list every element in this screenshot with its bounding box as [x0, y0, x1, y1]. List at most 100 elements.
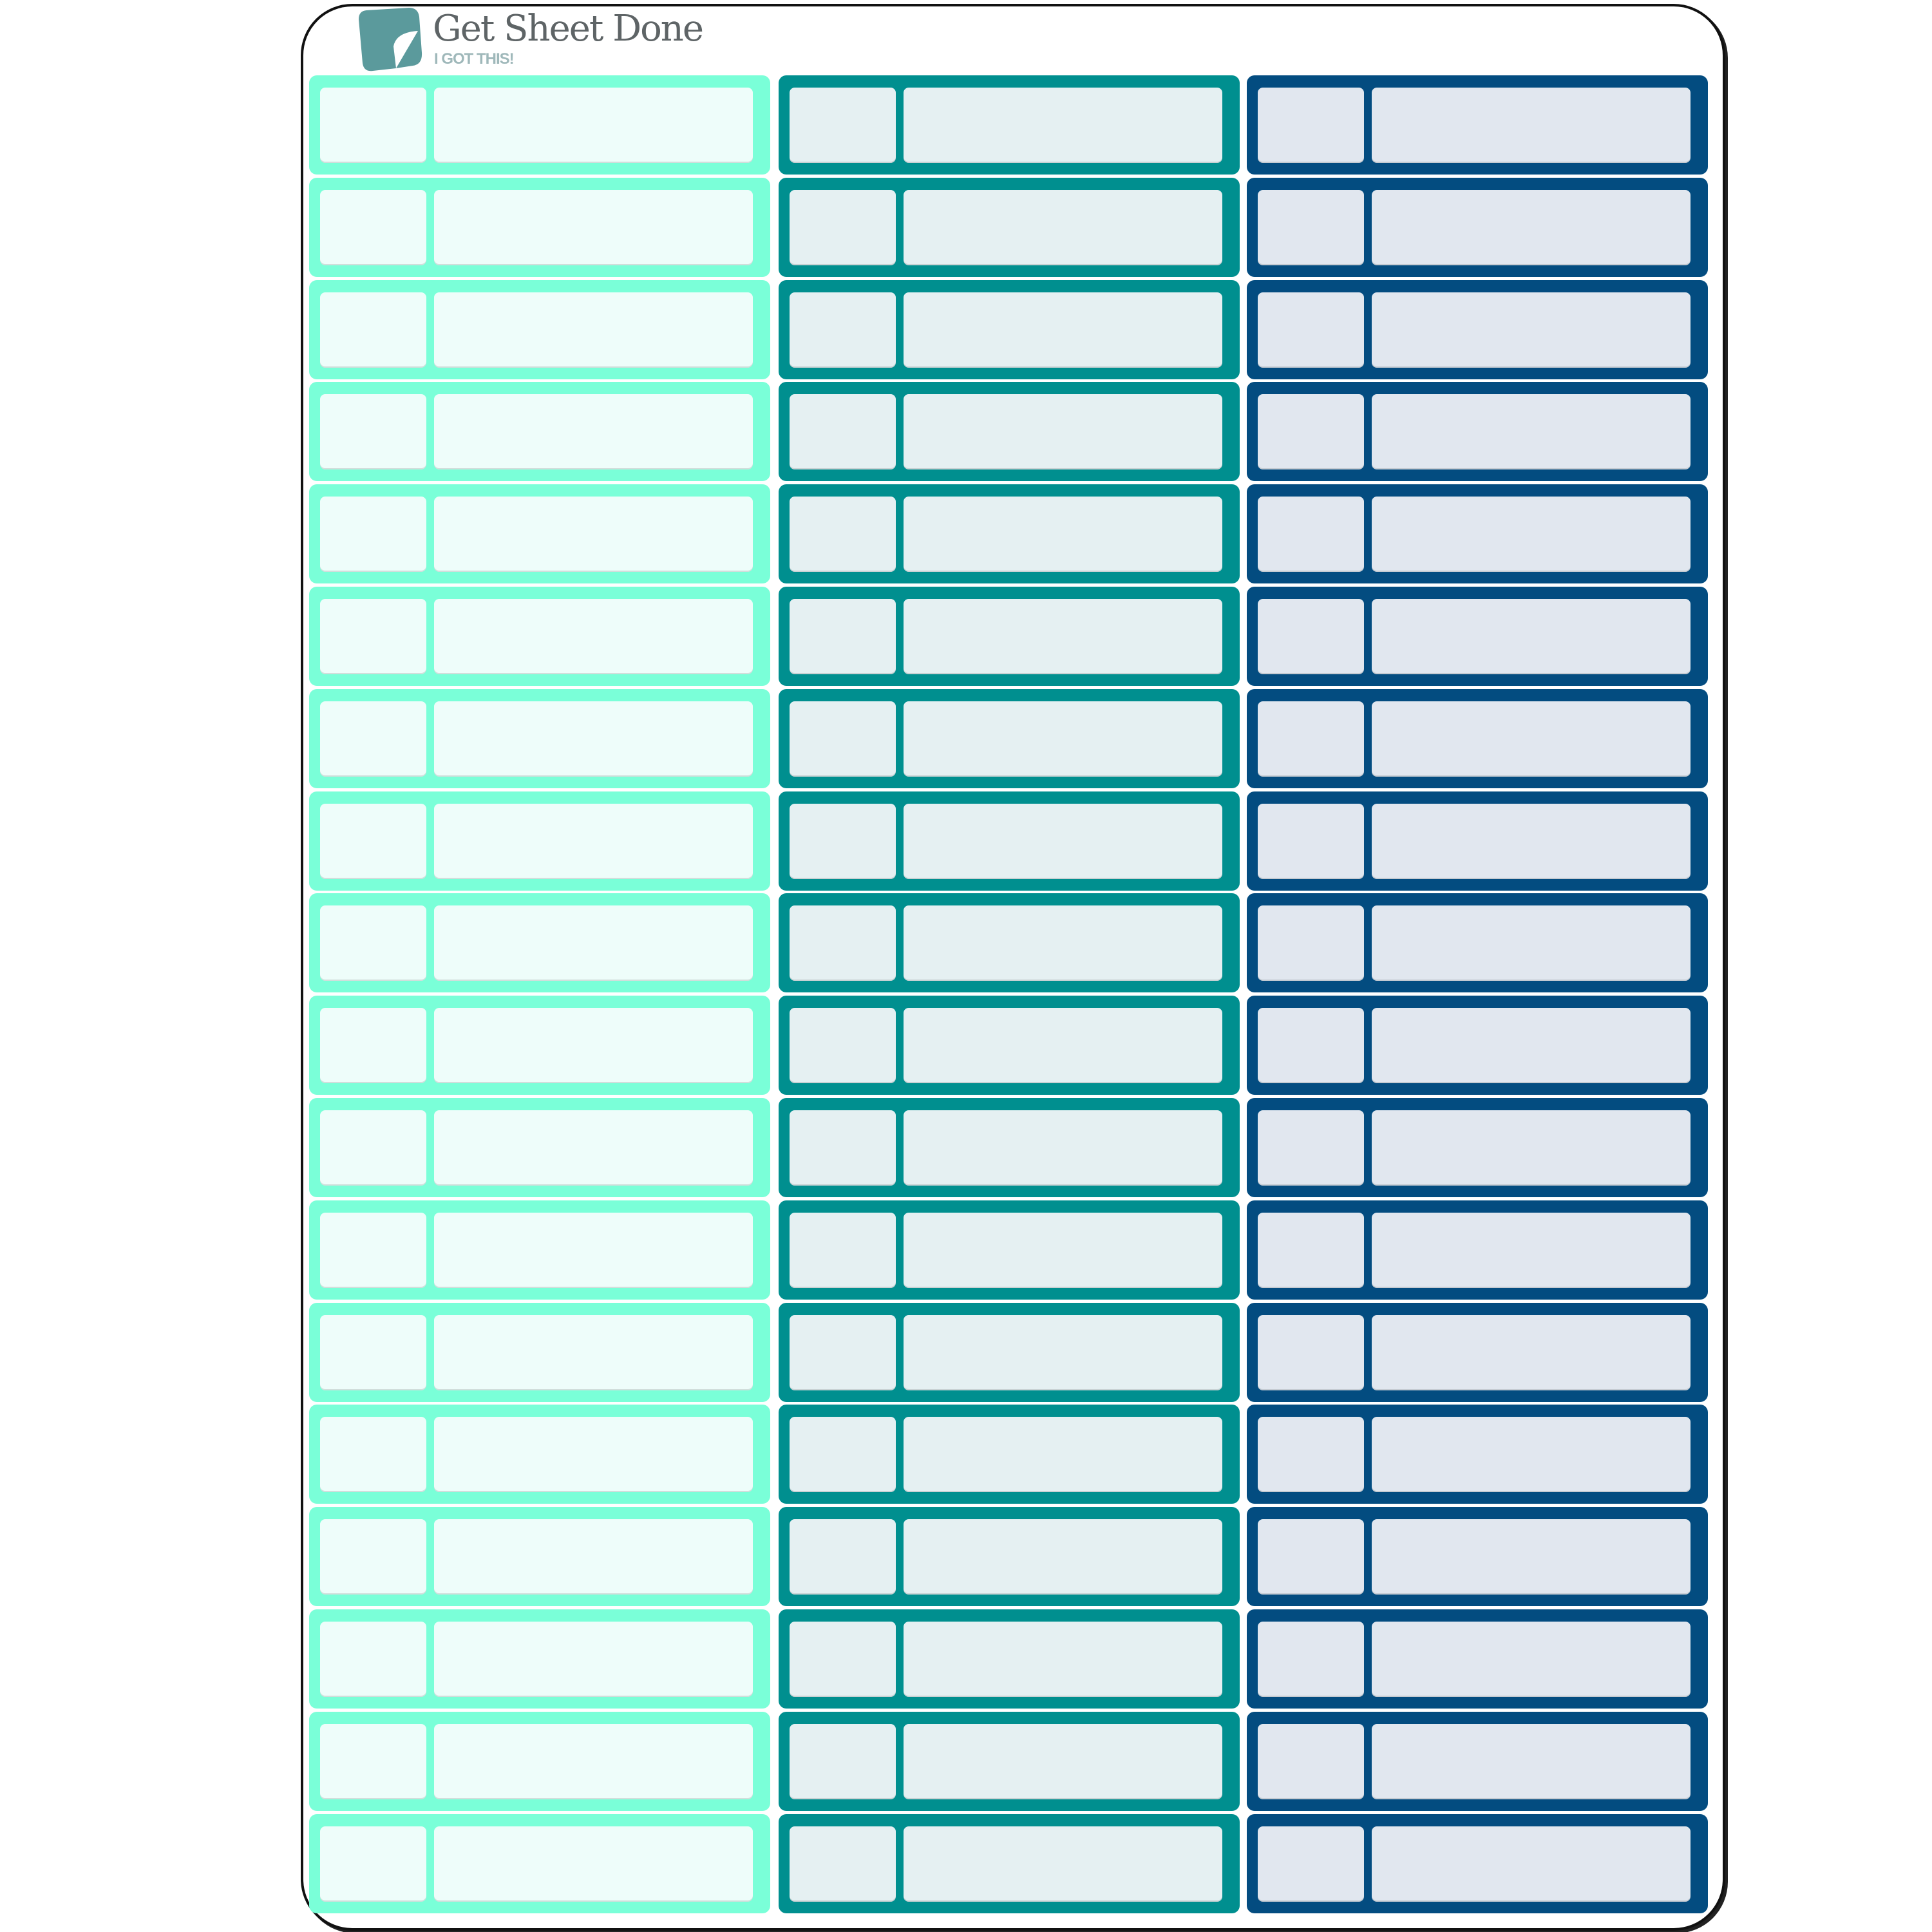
label-box-small [320, 1314, 426, 1390]
label-sticker [1247, 688, 1708, 788]
label-box-wide [904, 1826, 1222, 1902]
label-box-wide [904, 292, 1222, 368]
label-sticker [779, 279, 1240, 379]
label-sticker [779, 791, 1240, 891]
label-box-small [320, 1008, 426, 1084]
label-box-small [320, 1110, 426, 1186]
label-box-small [790, 1008, 896, 1084]
label-sticker [1247, 791, 1708, 891]
label-box-wide [1372, 1417, 1690, 1493]
label-box-small [1258, 1212, 1364, 1288]
label-column-mint [309, 75, 770, 1916]
label-box-wide [904, 1621, 1222, 1697]
label-box-small [790, 1621, 896, 1697]
label-box-small [790, 905, 896, 981]
label-sticker [779, 75, 1240, 175]
label-box-small [1258, 1110, 1364, 1186]
label-box-wide [434, 803, 753, 879]
label-box-wide [434, 1110, 753, 1186]
label-sticker [779, 177, 1240, 277]
label-box-small [320, 803, 426, 879]
label-box-small [320, 1519, 426, 1595]
label-sticker [309, 1609, 770, 1709]
label-sticker [309, 586, 770, 686]
label-box-wide [904, 1723, 1222, 1799]
label-box-wide [1372, 1723, 1690, 1799]
label-box-small [320, 598, 426, 674]
label-sticker [1247, 1711, 1708, 1811]
label-sticker [309, 484, 770, 584]
brand-tagline: I GOT THIS! [434, 50, 515, 68]
label-box-wide [1372, 803, 1690, 879]
label-box-small [1258, 394, 1364, 470]
label-box-small [1258, 598, 1364, 674]
label-box-wide [904, 88, 1222, 163]
label-box-wide [434, 1826, 753, 1902]
label-box-wide [904, 394, 1222, 470]
label-sticker [779, 688, 1240, 788]
label-sticker [779, 1711, 1240, 1811]
label-box-wide [904, 1212, 1222, 1288]
label-sticker [779, 1302, 1240, 1402]
label-sticker [779, 893, 1240, 993]
label-sticker [309, 1097, 770, 1197]
label-box-small [1258, 1314, 1364, 1390]
label-box-wide [434, 598, 753, 674]
label-box-small [790, 701, 896, 777]
label-box-wide [1372, 905, 1690, 981]
label-sticker [1247, 177, 1708, 277]
label-box-small [320, 1826, 426, 1902]
label-box-wide [1372, 189, 1690, 265]
label-box-small [790, 1519, 896, 1595]
label-box-wide [434, 1723, 753, 1799]
label-box-wide [434, 1621, 753, 1697]
label-sticker [309, 996, 770, 1095]
label-box-small [320, 701, 426, 777]
label-sticker [309, 75, 770, 175]
label-sticker [779, 382, 1240, 482]
label-sticker [779, 1097, 1240, 1197]
label-sticker [1247, 1814, 1708, 1913]
label-sticker [309, 893, 770, 993]
label-box-wide [904, 905, 1222, 981]
label-box-wide [434, 701, 753, 777]
label-box-small [320, 905, 426, 981]
label-box-wide [904, 803, 1222, 879]
label-box-wide [1372, 292, 1690, 368]
label-sticker [1247, 1097, 1708, 1197]
label-sticker [1247, 382, 1708, 482]
label-box-wide [1372, 1621, 1690, 1697]
label-sticker [779, 1609, 1240, 1709]
label-box-wide [434, 497, 753, 573]
label-sticker [779, 1200, 1240, 1300]
label-sticker [309, 279, 770, 379]
label-box-wide [434, 292, 753, 368]
label-box-wide [1372, 1008, 1690, 1084]
label-sticker [309, 1405, 770, 1504]
label-box-small [1258, 189, 1364, 265]
label-box-small [1258, 1621, 1364, 1697]
label-box-small [790, 292, 896, 368]
label-box-wide [1372, 1519, 1690, 1595]
label-box-small [790, 1110, 896, 1186]
label-sticker [1247, 1609, 1708, 1709]
label-box-small [790, 497, 896, 573]
label-box-small [790, 1417, 896, 1493]
label-box-wide [904, 1110, 1222, 1186]
label-box-wide [904, 1008, 1222, 1084]
label-sticker [309, 1711, 770, 1811]
page-curl-logo-icon [359, 8, 422, 71]
label-box-wide [1372, 497, 1690, 573]
label-column-teal [779, 75, 1240, 1916]
label-box-small [790, 88, 896, 163]
label-sticker [1247, 75, 1708, 175]
label-box-small [1258, 1723, 1364, 1799]
label-box-wide [1372, 394, 1690, 470]
label-box-wide [904, 1314, 1222, 1390]
label-box-wide [904, 1519, 1222, 1595]
label-box-wide [434, 394, 753, 470]
label-box-wide [1372, 598, 1690, 674]
label-sticker [1247, 1405, 1708, 1504]
label-box-wide [1372, 1826, 1690, 1902]
label-box-small [790, 1314, 896, 1390]
